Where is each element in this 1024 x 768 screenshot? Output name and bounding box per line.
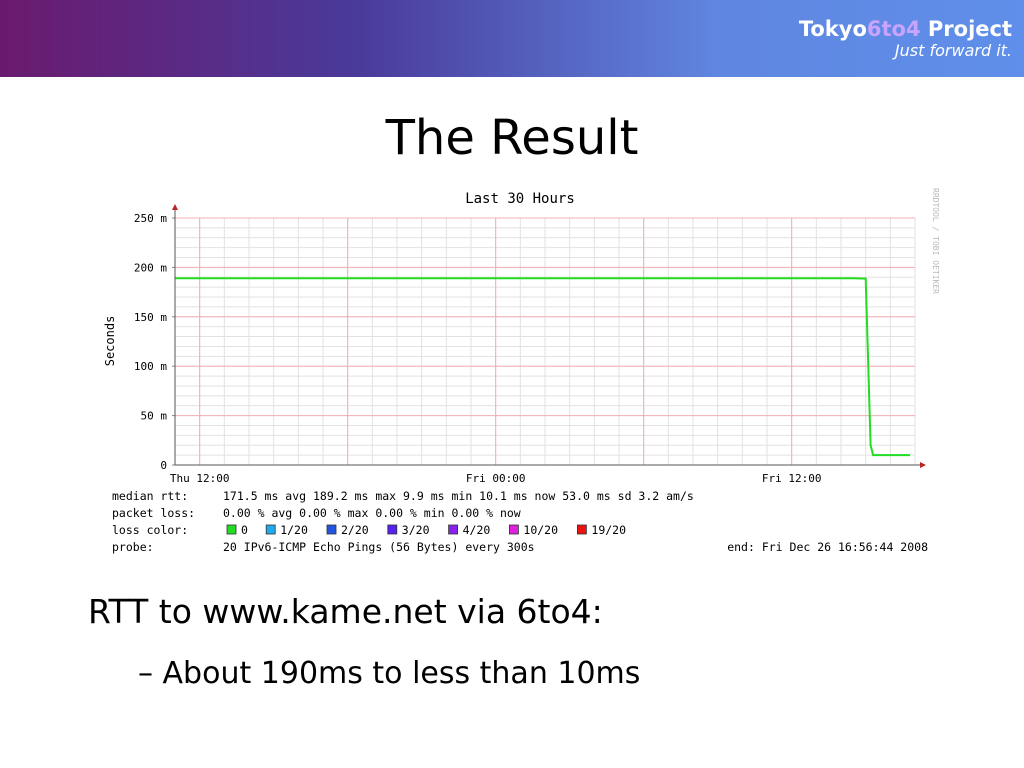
loss-legend-swatch: [387, 524, 398, 535]
loss-legend-label: 2/20: [341, 523, 369, 537]
rtt-graph: Last 30 Hours Seconds RRDTOOL / TOBI OET…: [100, 183, 950, 563]
loss-legend-swatch: [576, 524, 587, 535]
brand-name: Tokyo6to4 Project: [799, 16, 1012, 42]
chart-title: Last 30 Hours: [465, 191, 575, 207]
median-rtt-values: 171.5 ms avg 189.2 ms max 9.9 ms min 10.…: [223, 489, 694, 503]
x-tick-label: Fri 12:00: [762, 472, 822, 485]
x-axis-arrow: [920, 462, 926, 468]
brand-block: Tokyo6to4 Project Just forward it.: [799, 16, 1012, 60]
slide-title: The Result: [385, 110, 639, 166]
bullet-rtt-target: RTT to www.kame.net via 6to4:: [88, 592, 603, 631]
header-band: [0, 0, 1024, 77]
rtt-chart-svg: Last 30 Hours Seconds RRDTOOL / TOBI OET…: [103, 188, 940, 554]
packet-loss-label: packet loss:: [112, 506, 195, 520]
y-axis-arrow: [172, 204, 178, 210]
probe-values: 20 IPv6-ICMP Echo Pings (56 Bytes) every…: [223, 540, 535, 554]
loss-legend-label: 10/20: [523, 523, 558, 537]
series-line: [175, 277, 911, 457]
bullet-rtt-summary: – About 190ms to less than 10ms: [138, 656, 641, 691]
loss-legend-swatch: [508, 524, 519, 535]
loss-color-label: loss color:: [112, 523, 188, 537]
brand-part-tokyo: Tokyo: [798, 17, 867, 41]
y-tick-label: 100 m: [134, 360, 167, 373]
loss-legend-label: 1/20: [280, 523, 308, 537]
x-tick-label: Fri 00:00: [466, 472, 526, 485]
probe-label: probe:: [112, 540, 154, 554]
y-tick-label: 150 m: [134, 311, 167, 324]
loss-legend-swatch: [265, 524, 276, 535]
loss-legend-swatch: [326, 524, 337, 535]
packet-loss-values: 0.00 % avg 0.00 % max 0.00 % min 0.00 % …: [223, 506, 521, 520]
brand-tagline: Just forward it.: [894, 41, 1012, 60]
y-tick-label: 0: [160, 459, 167, 472]
probe-end-time: end: Fri Dec 26 16:56:44 2008: [727, 540, 928, 554]
brand-part-6to4: 6to4: [866, 17, 921, 41]
y-tick-label: 200 m: [134, 261, 167, 274]
rrdtool-watermark: RRDTOOL / TOBI OETIKER: [931, 188, 940, 294]
loss-legend-label: 3/20: [402, 523, 430, 537]
loss-legend-swatch: [448, 524, 459, 535]
loss-legend-label: 4/20: [463, 523, 491, 537]
y-tick-label: 250 m: [134, 212, 167, 225]
y-axis-label: Seconds: [103, 316, 117, 367]
y-tick-label: 50 m: [141, 410, 168, 423]
median-rtt-label: median rtt:: [112, 489, 188, 503]
loss-legend-swatch: [226, 524, 237, 535]
loss-legend-label: 19/20: [591, 523, 626, 537]
x-tick-label: Thu 12:00: [170, 472, 230, 485]
loss-legend-label: 0: [241, 523, 248, 537]
brand-part-project: Project: [920, 17, 1012, 41]
